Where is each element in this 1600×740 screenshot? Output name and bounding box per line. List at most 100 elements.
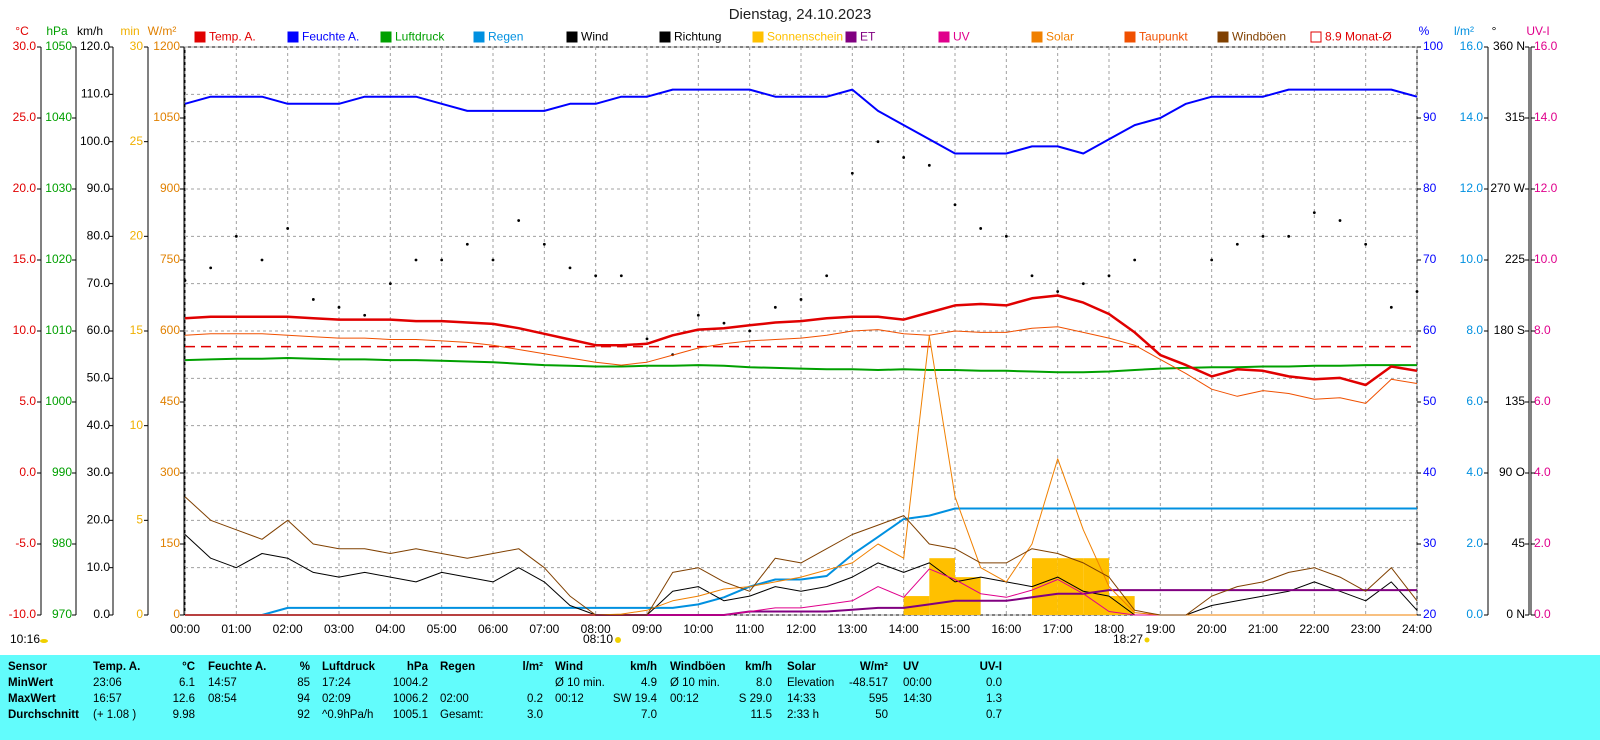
y-tick-label: 2.0	[1534, 536, 1551, 550]
axis-unit: %	[1419, 24, 1430, 38]
direction-dot	[1389, 305, 1393, 309]
table-cell: 08:54	[208, 693, 237, 705]
sunset-icon	[1144, 637, 1150, 643]
y-tick-label: 600	[160, 323, 180, 337]
legend-swatch	[845, 31, 857, 43]
y-tick-label: 750	[160, 252, 180, 266]
legend-swatch	[752, 31, 764, 43]
table-cell: 9.98	[173, 709, 195, 721]
direction-dot	[337, 305, 341, 309]
table-cell: 11.5	[750, 709, 772, 721]
direction-dot	[517, 219, 521, 222]
table-header: l/m²	[523, 661, 544, 673]
y-tick-label: 12.0	[1534, 181, 1558, 195]
table-cell: 7.0	[641, 709, 657, 721]
y-tick-label: 4.0	[1466, 465, 1483, 479]
y-tick-label: 0	[173, 607, 180, 621]
direction-dot	[619, 274, 623, 278]
legend-label: Wind	[581, 30, 608, 44]
table-header: UV	[903, 661, 919, 673]
y-tick-label: 70.0	[87, 276, 111, 290]
x-tick-label: 12:00	[786, 622, 816, 636]
y-tick-label: 20.0	[13, 181, 37, 195]
direction-dot	[1287, 234, 1291, 238]
y-tick-label: 60.0	[87, 323, 111, 337]
table-header: Sensor	[8, 661, 48, 673]
x-tick-label: 03:00	[324, 622, 354, 636]
table-cell: 0.0	[986, 677, 1002, 689]
x-tick-label: 22:00	[1299, 622, 1329, 636]
table-cell: 4.9	[641, 677, 657, 689]
row-label: MaxWert	[8, 693, 56, 705]
legend-swatch	[566, 31, 578, 43]
legend-label: Luftdruck	[395, 30, 445, 44]
legend-label: Temp. A.	[209, 30, 256, 44]
y-tick-label: 180 S	[1494, 323, 1525, 337]
y-tick-label: 30.0	[13, 39, 37, 53]
table-header: %	[300, 661, 310, 673]
series-line	[184, 534, 1418, 616]
sunshine-bar	[1032, 558, 1058, 615]
y-tick-label: 30	[130, 39, 144, 53]
y-tick-label: 10.0	[87, 560, 111, 574]
row-label: MinWert	[8, 677, 53, 689]
y-tick-label: 16.0	[1460, 39, 1484, 53]
direction-dot	[722, 321, 726, 325]
table-cell: 17:24	[322, 677, 351, 689]
direction-dot	[1133, 258, 1137, 262]
direction-dot	[1056, 290, 1060, 293]
table-header: UV-I	[980, 661, 1002, 673]
direction-dot	[953, 203, 957, 207]
y-tick-label: 1050	[45, 39, 72, 53]
y-tick-label: 1040	[45, 110, 72, 124]
x-tick-label: 08:00	[581, 622, 611, 636]
y-tick-label: 0.0	[19, 465, 36, 479]
x-tick-label: 14:00	[889, 622, 919, 636]
table-cell: 23:06	[93, 677, 122, 689]
direction-dot	[1030, 274, 1034, 278]
y-tick-label: 0 N	[1506, 607, 1525, 621]
direction-dot	[902, 156, 906, 159]
x-tick-label: 02:00	[273, 622, 303, 636]
table-header: Solar	[787, 661, 816, 673]
table-cell: (+ 1.08 )	[93, 709, 136, 721]
table-header: Wind	[555, 661, 583, 673]
direction-dot	[1364, 242, 1368, 246]
legend-swatch	[1124, 31, 1136, 43]
y-tick-label: 20	[1423, 607, 1437, 621]
table-cell: 1.3	[986, 693, 1002, 705]
direction-dot	[696, 313, 700, 317]
direction-dot	[927, 163, 931, 167]
legend-label: Taupunkt	[1139, 30, 1188, 44]
y-tick-label: 10	[130, 418, 144, 432]
y-tick-label: 1030	[45, 181, 72, 195]
legend-label: Feuchte A.	[302, 30, 359, 44]
table-header: km/h	[630, 661, 657, 673]
table-header: km/h	[745, 661, 772, 673]
legend-label: UV	[953, 30, 970, 44]
chart-title: Dienstag, 24.10.2023	[729, 6, 872, 23]
table-header: Luftdruck	[322, 661, 376, 673]
table-header: hPa	[407, 661, 429, 673]
direction-dot	[363, 313, 367, 317]
sunrise-icon	[615, 637, 621, 643]
table-cell: 00:12	[670, 693, 699, 705]
y-tick-label: 970	[52, 607, 72, 621]
legend-label: 8.9 Monat-Ø	[1325, 30, 1392, 44]
x-tick-label: 19:00	[1145, 622, 1175, 636]
direction-dot	[311, 298, 315, 301]
axis-unit: UV-I	[1526, 24, 1549, 38]
legend-swatch	[1310, 31, 1322, 43]
y-tick-label: 300	[160, 465, 180, 479]
x-tick-label: 15:00	[940, 622, 970, 636]
axis-unit: km/h	[77, 24, 103, 38]
y-tick-label: 80.0	[87, 229, 111, 243]
legend-label: Windböen	[1232, 30, 1286, 44]
table-cell: Ø 10 min.	[670, 677, 720, 689]
y-tick-label: 25.0	[13, 110, 37, 124]
y-tick-label: 60	[1423, 323, 1437, 337]
legend-swatch	[659, 31, 671, 43]
table-cell: 50	[875, 709, 888, 721]
legend-label: Sonnenschein	[767, 30, 843, 44]
